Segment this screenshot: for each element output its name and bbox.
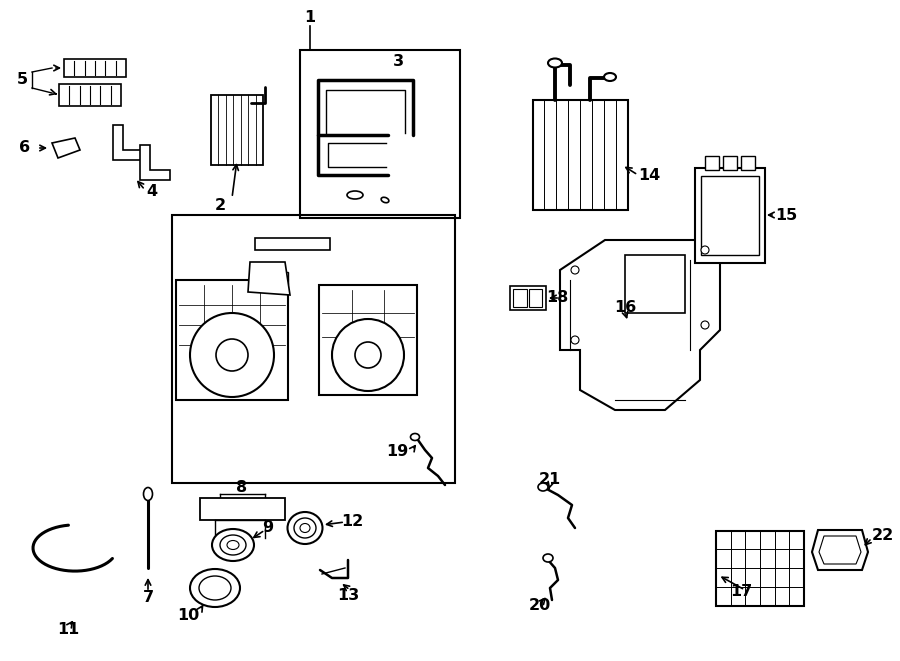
Text: 4: 4 [147, 184, 158, 200]
Polygon shape [140, 145, 170, 180]
Bar [319, 285, 417, 395]
Polygon shape [819, 536, 861, 564]
Bar [255, 238, 330, 250]
Ellipse shape [347, 191, 363, 199]
Bar [172, 215, 455, 483]
Ellipse shape [604, 73, 616, 81]
Circle shape [216, 339, 248, 371]
Text: 13: 13 [337, 588, 359, 602]
Bar [510, 286, 546, 310]
Text: 22: 22 [872, 527, 895, 543]
Bar [533, 100, 627, 210]
Circle shape [355, 342, 381, 368]
Text: 17: 17 [730, 584, 752, 600]
Text: 11: 11 [57, 623, 79, 637]
Bar [625, 255, 685, 313]
Ellipse shape [381, 197, 389, 203]
Circle shape [701, 321, 709, 329]
Ellipse shape [538, 483, 548, 491]
Circle shape [190, 313, 274, 397]
Ellipse shape [300, 524, 310, 533]
Polygon shape [812, 530, 868, 570]
Text: 3: 3 [392, 54, 403, 69]
Text: 7: 7 [142, 590, 154, 605]
Bar [270, 272, 288, 284]
Text: 1: 1 [304, 11, 316, 26]
Ellipse shape [220, 535, 246, 555]
Ellipse shape [143, 488, 152, 500]
Bar [701, 176, 759, 254]
Polygon shape [113, 125, 143, 160]
Bar [723, 155, 737, 169]
Polygon shape [560, 240, 720, 410]
Text: 18: 18 [545, 290, 568, 305]
Bar [211, 95, 263, 165]
Ellipse shape [199, 576, 231, 600]
Ellipse shape [543, 554, 553, 562]
Polygon shape [52, 138, 80, 158]
Bar [716, 531, 804, 605]
Text: 9: 9 [263, 520, 274, 535]
Ellipse shape [287, 512, 322, 544]
Text: 2: 2 [214, 198, 226, 212]
Ellipse shape [190, 569, 240, 607]
Ellipse shape [294, 518, 316, 538]
Bar [300, 50, 460, 218]
Text: 14: 14 [638, 167, 661, 182]
Bar [741, 155, 755, 169]
Circle shape [571, 336, 579, 344]
Bar [695, 167, 765, 262]
Ellipse shape [227, 541, 239, 549]
Bar [705, 155, 719, 169]
Bar [176, 280, 288, 400]
Bar [529, 289, 542, 307]
Bar [59, 84, 121, 106]
Text: 6: 6 [20, 141, 31, 155]
Bar [513, 289, 527, 307]
Text: 20: 20 [529, 598, 551, 613]
Circle shape [701, 246, 709, 254]
Text: 5: 5 [16, 73, 28, 87]
Text: 21: 21 [539, 473, 561, 488]
Polygon shape [248, 262, 290, 295]
Text: 19: 19 [386, 444, 408, 459]
Bar [64, 59, 126, 77]
Circle shape [332, 319, 404, 391]
Ellipse shape [548, 59, 562, 67]
Text: 8: 8 [237, 481, 248, 496]
Text: 16: 16 [614, 301, 636, 315]
Text: 10: 10 [177, 607, 199, 623]
Text: 15: 15 [775, 208, 797, 223]
Ellipse shape [212, 529, 254, 561]
Text: 12: 12 [341, 514, 363, 529]
Circle shape [571, 266, 579, 274]
Ellipse shape [410, 434, 419, 440]
Bar [200, 498, 285, 520]
